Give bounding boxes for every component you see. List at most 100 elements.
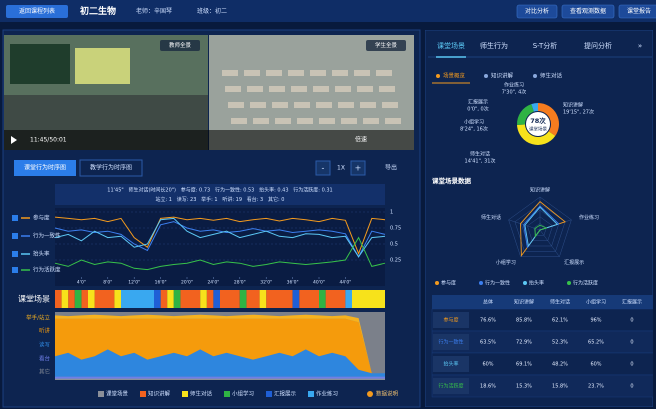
scene-span [239, 290, 247, 308]
line-series [54, 221, 386, 258]
legend-label: 汇报展示 [274, 390, 297, 398]
line-series [54, 216, 386, 255]
table-row [431, 374, 653, 398]
table-row-label: 行为活跃度 [438, 383, 463, 390]
pie-value-label: 7'30", 4次 [502, 89, 527, 96]
row-label-cell [433, 356, 469, 372]
legend-label: 作业练习 [316, 390, 338, 398]
desk [335, 86, 351, 92]
scene-span [213, 290, 220, 308]
x-tick-label: 36'0" [287, 280, 299, 286]
desk [357, 86, 373, 92]
pie-slice [538, 103, 559, 136]
radar-axis [539, 229, 560, 257]
line-series [54, 236, 386, 271]
desk [247, 86, 263, 92]
legend-dot [523, 281, 527, 285]
view-tag-label: 教师全景 [169, 41, 192, 49]
x-tick-label: 32'0" [260, 280, 272, 286]
export-button: 导出 [385, 164, 397, 172]
desk [272, 102, 288, 108]
pie-value-label: 14'41", 31次 [465, 158, 496, 165]
teacher: 老师：辛国琴 [136, 7, 172, 15]
desk [225, 86, 241, 92]
tab[interactable] [79, 159, 143, 177]
table-cell: 69.1% [516, 362, 532, 368]
header-button[interactable] [561, 4, 615, 19]
zoom-in[interactable] [350, 160, 366, 176]
legend-dot [479, 281, 483, 285]
pie-label: 知识讲解 [563, 102, 583, 109]
scene-span [259, 290, 267, 308]
x-tick-label: 8'0" [103, 280, 112, 286]
legend-checkbox[interactable] [12, 251, 18, 257]
back-button[interactable] [6, 5, 68, 18]
radar-ring [508, 196, 572, 257]
scene-span [325, 290, 346, 308]
blackboard [10, 44, 70, 84]
info-line: 11'45" 师生对话(时间长20") 参与度: 0.73 行为一致性: 0.5… [107, 187, 332, 194]
area-label: 看台 [39, 355, 51, 363]
legend-checkbox[interactable] [12, 233, 18, 239]
desk [275, 118, 291, 124]
area-label: 听讲 [39, 327, 51, 335]
legend-label: 师生对话 [190, 390, 213, 398]
view-tag[interactable] [160, 40, 200, 51]
table-cell: 60% [590, 362, 601, 368]
legend-checkbox[interactable] [12, 267, 18, 273]
desk [297, 118, 313, 124]
header-button[interactable] [618, 4, 656, 19]
pie-label: 作业练习 [504, 82, 524, 89]
desk [354, 70, 370, 76]
desk [222, 70, 238, 76]
row-label-cell [433, 334, 469, 350]
course-title: 初二生物 [80, 5, 116, 17]
scene-span [266, 290, 293, 308]
desk [269, 86, 285, 92]
tab-active[interactable] [14, 160, 76, 176]
scene-span [246, 290, 260, 308]
speed-button: 倍速 [355, 136, 367, 144]
desk [363, 118, 379, 124]
table-header-cell: 汇报展示 [622, 299, 642, 306]
area-label: 举手/站立 [26, 314, 50, 322]
desk [228, 102, 244, 108]
table-cell: 0 [630, 318, 633, 324]
desk [310, 70, 326, 76]
video-controls [4, 130, 414, 150]
scene-span [319, 290, 326, 308]
row-label-cell [433, 312, 469, 328]
pie-center-value: 78次 [530, 116, 546, 125]
legend-dot [567, 281, 571, 285]
x-tick-label: 28'0" [234, 280, 246, 286]
tab-label: 教学行为时序图 [90, 164, 132, 172]
header-button-label: 课堂报告 [627, 7, 651, 15]
legend-checkbox[interactable] [12, 215, 18, 221]
table-row-label: 抬头率 [443, 361, 458, 368]
desk [341, 118, 357, 124]
header-button[interactable] [516, 4, 558, 19]
table-row-label: 参与度 [443, 317, 458, 324]
desk [385, 118, 401, 124]
legend-dot [435, 281, 439, 285]
back-button-label: 返回课程列表 [19, 7, 55, 15]
scene-span [88, 290, 95, 308]
line-series [54, 217, 386, 258]
panel-tab: S-T分析 [533, 41, 558, 50]
play-button[interactable] [11, 136, 17, 144]
desk [319, 118, 335, 124]
radar-label: 师生对话 [481, 214, 501, 221]
view-tag[interactable] [366, 40, 406, 51]
table-cell: 96% [590, 318, 601, 324]
scene-span [74, 290, 82, 308]
radar-ring [520, 209, 560, 247]
table-header [432, 295, 653, 309]
pie-hole [526, 112, 550, 136]
table-cell: 65.2% [588, 340, 604, 346]
pie-value-label: 0'0", 0次 [467, 106, 488, 113]
legend-label: 参与度 [33, 214, 50, 222]
scene-span [81, 290, 88, 308]
desk [250, 102, 266, 108]
zoom-out[interactable] [315, 160, 331, 176]
